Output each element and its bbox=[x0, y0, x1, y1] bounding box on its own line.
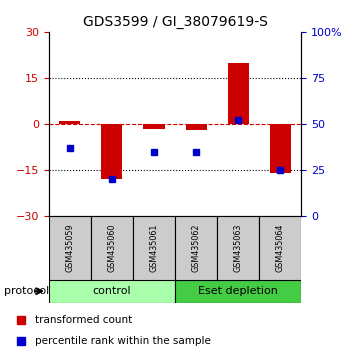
Bar bbox=[49, 216, 91, 280]
Text: GSM435064: GSM435064 bbox=[276, 224, 285, 272]
Text: GSM435061: GSM435061 bbox=[149, 224, 158, 272]
Text: transformed count: transformed count bbox=[35, 315, 132, 325]
Text: GSM435063: GSM435063 bbox=[234, 224, 243, 272]
Bar bbox=[175, 280, 301, 303]
Text: GSM435062: GSM435062 bbox=[192, 223, 201, 272]
Bar bbox=[270, 124, 291, 173]
Bar bbox=[186, 124, 206, 130]
Bar bbox=[59, 121, 80, 124]
Text: percentile rank within the sample: percentile rank within the sample bbox=[35, 336, 210, 346]
Text: protocol: protocol bbox=[4, 286, 49, 296]
Bar bbox=[101, 124, 122, 179]
Title: GDS3599 / GI_38079619-S: GDS3599 / GI_38079619-S bbox=[83, 16, 268, 29]
Bar bbox=[144, 124, 165, 129]
Bar bbox=[228, 63, 249, 124]
Bar bbox=[259, 216, 301, 280]
Bar bbox=[133, 216, 175, 280]
Text: Eset depletion: Eset depletion bbox=[198, 286, 278, 296]
Bar bbox=[49, 280, 175, 303]
Text: control: control bbox=[93, 286, 131, 296]
Text: GSM435060: GSM435060 bbox=[108, 224, 116, 272]
Bar bbox=[91, 216, 133, 280]
Text: GSM435059: GSM435059 bbox=[65, 223, 74, 272]
Bar bbox=[175, 216, 217, 280]
Bar bbox=[217, 216, 259, 280]
